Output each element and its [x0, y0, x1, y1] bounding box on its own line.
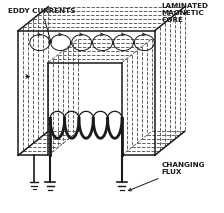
Text: CHANGING
FLUX: CHANGING FLUX	[129, 162, 205, 191]
Text: EDDY CURRENTS: EDDY CURRENTS	[8, 8, 76, 43]
Text: LAMINATED
MAGNETIC
CORE: LAMINATED MAGNETIC CORE	[162, 3, 209, 23]
